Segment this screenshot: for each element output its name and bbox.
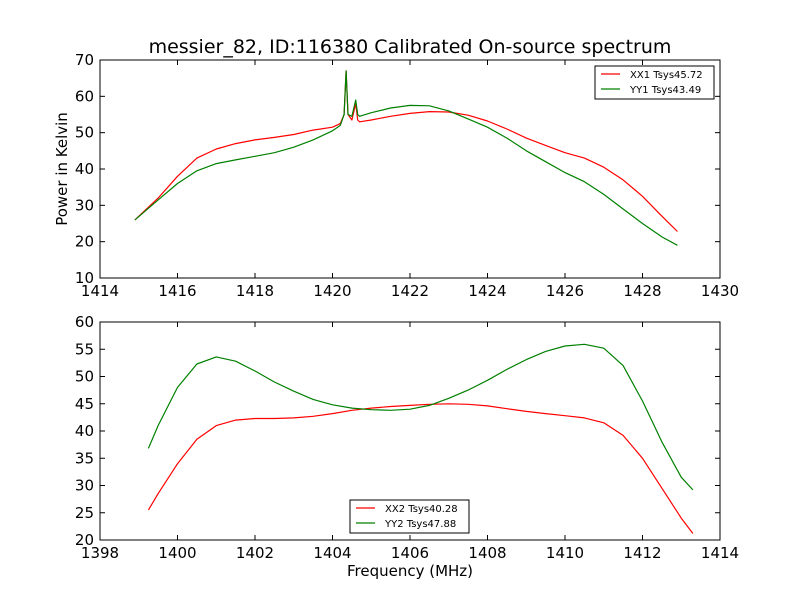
bottom-series-line-yy2 [147, 343, 694, 491]
top-legend: XX1 Tsys45.72 YY1 Tsys43.49 [594, 65, 715, 100]
top-legend-label-yy1: YY1 Tsys43.49 [629, 85, 701, 96]
top-y-axis-label: Power in Kelvin [53, 112, 71, 226]
bottom-y-tick-label: 40 [75, 422, 94, 440]
top-legend-box [594, 65, 715, 100]
top-legend-label-xx1: XX1 Tsys45.72 [630, 70, 703, 81]
bottom-series-line-xx2 [147, 403, 694, 534]
bottom-y-tick-label: 35 [75, 449, 94, 467]
bottom-legend: XX2 Tsys40.28 YY2 Tsys47.88 [349, 499, 470, 534]
bottom-x-tick-label: 1408 [468, 544, 506, 562]
bottom-x-tick-label: 1398 [81, 544, 119, 562]
bottom-y-tick-label: 30 [75, 477, 94, 495]
bottom-subplot: 1398 1400 1402 1404 1406 1408 1410 1412 1414 20 25… [75, 313, 739, 580]
bottom-ticks: 1398 1400 1402 1404 1406 1408 1410 1412 1414 20 25… [75, 313, 739, 562]
bottom-x-axis-label: Frequency (MHz) [347, 562, 473, 580]
bottom-legend-label-xx2: XX2 Tsys40.28 [385, 504, 458, 515]
bottom-x-tick-label: 1414 [701, 544, 739, 562]
top-x-tick-label: 1428 [623, 282, 661, 300]
top-y-tick-label: 30 [75, 196, 94, 214]
bottom-x-tick-label: 1404 [313, 544, 351, 562]
bottom-x-tick-label: 1406 [391, 544, 429, 562]
bottom-series-lines [147, 343, 694, 534]
top-y-tick-label: 70 [75, 51, 94, 69]
bottom-y-tick-label: 50 [75, 368, 94, 386]
top-series-line-xx1 [134, 70, 678, 232]
top-y-tick-label: 50 [75, 124, 94, 142]
top-x-tick-label: 1422 [391, 282, 429, 300]
bottom-x-tick-label: 1410 [546, 544, 584, 562]
bottom-y-tick-label: 25 [75, 504, 94, 522]
top-x-tick-label: 1416 [158, 282, 196, 300]
top-x-tick-label: 1420 [313, 282, 351, 300]
chart-title: messier_82, ID:116380 Calibrated On-sour… [149, 36, 672, 58]
bottom-y-tick-label: 60 [75, 313, 94, 331]
top-x-tick-label: 1424 [468, 282, 506, 300]
bottom-y-tick-label: 20 [75, 531, 94, 549]
top-x-tick-label: 1414 [81, 282, 119, 300]
bottom-legend-box [349, 499, 470, 534]
top-y-tick-label: 60 [75, 87, 94, 105]
top-y-tick-label: 10 [75, 269, 94, 287]
bottom-legend-label-yy2: YY2 Tsys47.88 [384, 519, 456, 530]
top-series-lines [134, 70, 678, 246]
bottom-x-tick-label: 1402 [236, 544, 274, 562]
bottom-y-tick-label: 45 [75, 395, 94, 413]
top-y-tick-label: 20 [75, 233, 94, 251]
bottom-x-tick-label: 1400 [158, 544, 196, 562]
top-x-tick-label: 1430 [701, 282, 739, 300]
top-x-tick-label: 1426 [546, 282, 584, 300]
top-y-tick-label: 40 [75, 160, 94, 178]
top-series-line-yy1 [134, 70, 678, 246]
bottom-y-tick-label: 55 [75, 340, 94, 358]
top-x-tick-label: 1418 [236, 282, 274, 300]
top-ticks: 1414 1416 1418 1420 1422 1424 1426 1428 1430 10 20… [75, 51, 739, 300]
bottom-x-tick-label: 1412 [623, 544, 661, 562]
top-subplot: 1414 1416 1418 1420 1422 1424 1426 1428 1430 10 20… [53, 51, 739, 300]
